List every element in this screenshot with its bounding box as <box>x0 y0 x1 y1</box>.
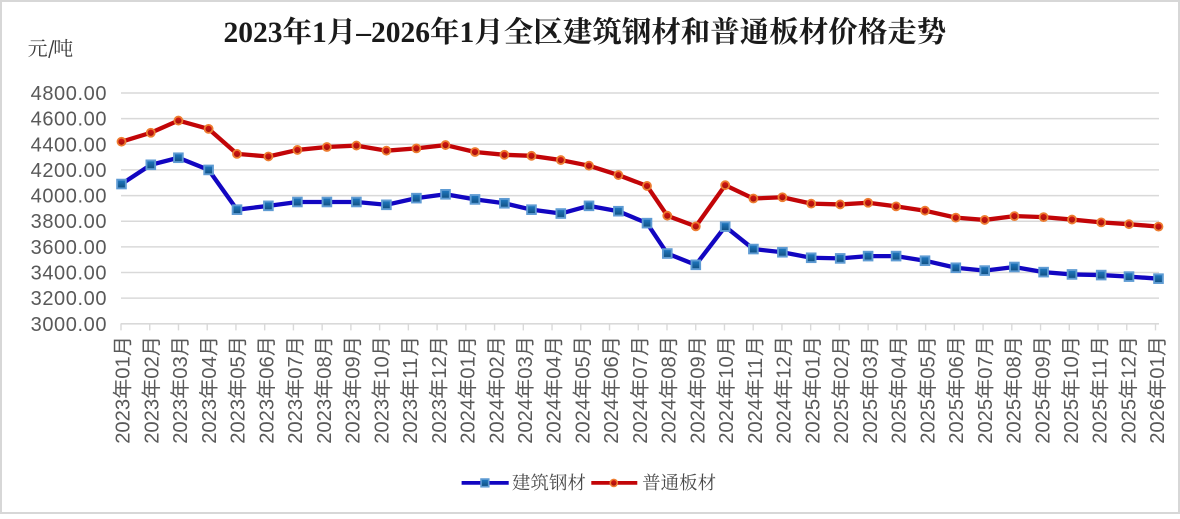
svg-text:2025: 2025 <box>1032 399 1054 444</box>
svg-text:3600.00: 3600.00 <box>31 237 108 259</box>
svg-text:3400.00: 3400.00 <box>31 263 108 285</box>
svg-text:09: 09 <box>343 356 365 378</box>
svg-text:4400.00: 4400.00 <box>31 134 108 156</box>
svg-text:2023: 2023 <box>371 399 393 444</box>
svg-text:4000.00: 4000.00 <box>31 186 108 208</box>
svg-text:04: 04 <box>544 356 566 378</box>
svg-text:2025: 2025 <box>1004 399 1026 444</box>
svg-text:2023: 2023 <box>141 399 163 444</box>
svg-text:2023: 2023 <box>170 399 192 444</box>
svg-text:2024: 2024 <box>458 399 480 444</box>
svg-text:02: 02 <box>831 356 853 378</box>
svg-text:12: 12 <box>774 356 796 378</box>
svg-text:3200.00: 3200.00 <box>31 288 108 310</box>
svg-text:2025: 2025 <box>860 399 882 444</box>
svg-text:2023: 2023 <box>199 399 221 444</box>
svg-text:2023: 2023 <box>224 17 283 49</box>
svg-text:2025: 2025 <box>1118 399 1140 444</box>
svg-text:01: 01 <box>1147 356 1169 378</box>
svg-text:08: 08 <box>1004 356 1026 378</box>
svg-text:07: 07 <box>285 356 307 378</box>
svg-text:11: 11 <box>745 358 767 379</box>
svg-text:2026: 2026 <box>371 17 430 49</box>
svg-text:12: 12 <box>1118 356 1140 378</box>
svg-text:05: 05 <box>572 356 594 378</box>
svg-text:2025: 2025 <box>831 399 853 444</box>
svg-text:3000.00: 3000.00 <box>31 314 108 336</box>
svg-text:07: 07 <box>975 356 997 378</box>
svg-text:02: 02 <box>141 356 163 378</box>
svg-text:2023: 2023 <box>400 399 422 444</box>
svg-text:2025: 2025 <box>946 399 968 444</box>
svg-text:2024: 2024 <box>630 399 652 444</box>
svg-text:2024: 2024 <box>659 399 681 444</box>
svg-text:2023: 2023 <box>429 399 451 444</box>
svg-text:2023: 2023 <box>113 399 135 444</box>
svg-text:04: 04 <box>889 356 911 378</box>
svg-text:10: 10 <box>1061 356 1083 378</box>
svg-text:11: 11 <box>1090 358 1112 379</box>
svg-text:2024: 2024 <box>515 399 537 444</box>
svg-text:2023: 2023 <box>314 399 336 444</box>
svg-text:03: 03 <box>515 356 537 378</box>
svg-text:01: 01 <box>458 356 480 378</box>
svg-text:05: 05 <box>917 356 939 378</box>
svg-text:03: 03 <box>860 356 882 378</box>
svg-text:2025: 2025 <box>1061 399 1083 444</box>
svg-text:10: 10 <box>371 356 393 378</box>
svg-text:2026: 2026 <box>1147 399 1169 444</box>
svg-text:2023: 2023 <box>228 399 250 444</box>
svg-text:07: 07 <box>630 356 652 378</box>
svg-text:11: 11 <box>400 358 422 379</box>
svg-text:3800.00: 3800.00 <box>31 211 108 233</box>
svg-text:2024: 2024 <box>601 399 623 444</box>
svg-text:2023: 2023 <box>285 399 307 444</box>
svg-text:1: 1 <box>460 17 475 49</box>
svg-text:2025: 2025 <box>917 399 939 444</box>
svg-text:2025: 2025 <box>975 399 997 444</box>
svg-text:–: – <box>355 17 371 49</box>
svg-text:12: 12 <box>429 356 451 378</box>
svg-text:02: 02 <box>486 356 508 378</box>
svg-text:01: 01 <box>802 356 824 378</box>
svg-text:06: 06 <box>601 356 623 378</box>
svg-text:10: 10 <box>716 356 738 378</box>
svg-text:04: 04 <box>199 356 221 378</box>
svg-text:2024: 2024 <box>486 399 508 444</box>
svg-text:2024: 2024 <box>716 399 738 444</box>
svg-text:2024: 2024 <box>774 399 796 444</box>
svg-text:2023: 2023 <box>343 399 365 444</box>
svg-text:09: 09 <box>1032 356 1054 378</box>
svg-text:08: 08 <box>659 356 681 378</box>
svg-text:2025: 2025 <box>1090 399 1112 444</box>
svg-text:05: 05 <box>228 356 250 378</box>
svg-text:2023: 2023 <box>256 399 278 444</box>
svg-text:4800.00: 4800.00 <box>31 83 108 105</box>
svg-text:2024: 2024 <box>687 399 709 444</box>
svg-text:09: 09 <box>687 356 709 378</box>
svg-text:2025: 2025 <box>889 399 911 444</box>
svg-text:4200.00: 4200.00 <box>31 160 108 182</box>
svg-text:06: 06 <box>946 356 968 378</box>
svg-text:2024: 2024 <box>572 399 594 444</box>
svg-text:06: 06 <box>256 356 278 378</box>
svg-text:03: 03 <box>170 356 192 378</box>
svg-text:1: 1 <box>312 17 327 49</box>
svg-text:2024: 2024 <box>745 399 767 444</box>
svg-text:4600.00: 4600.00 <box>31 109 108 131</box>
svg-text:01: 01 <box>113 356 135 378</box>
svg-text:2025: 2025 <box>802 399 824 444</box>
svg-text:08: 08 <box>314 356 336 378</box>
svg-text:2024: 2024 <box>544 399 566 444</box>
